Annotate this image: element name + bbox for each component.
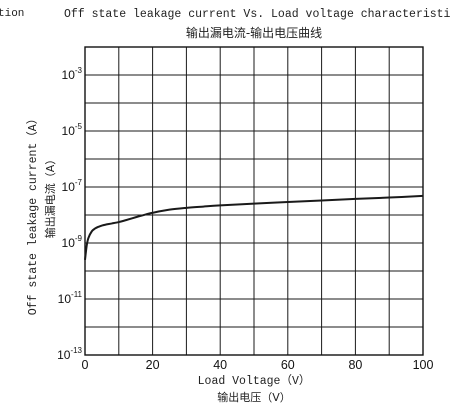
y-axis-label-text: Off state leakage current（A） — [27, 112, 40, 316]
y-tick-exponent: -9 — [75, 234, 83, 243]
x-tick-labels: 0 20 40 60 80 100 — [82, 358, 434, 372]
y-tick-base: 10 — [62, 236, 76, 250]
y-tick-exponent: -7 — [75, 178, 83, 187]
x-tick-label: 40 — [213, 358, 227, 372]
cropped-left-text: tion — [0, 8, 25, 20]
y-tick-base: 10 — [62, 180, 76, 194]
chart-subtitle: 输出漏电流-输出电压曲线 — [185, 26, 323, 40]
plot-border — [84, 46, 424, 356]
y-tick-base: 10 — [62, 124, 76, 138]
series-line — [84, 194, 424, 260]
y-tick-exponent: -11 — [71, 290, 83, 299]
y-tick-base: 10 — [58, 292, 72, 306]
y-tick-label: 10-13 — [57, 346, 82, 362]
x-tick-label: 100 — [413, 358, 434, 372]
y-tick-label: 10-7 — [62, 178, 83, 194]
x-tick-label: 60 — [281, 358, 295, 372]
x-tick-label: 20 — [146, 358, 160, 372]
y-tick-base: 10 — [62, 68, 76, 82]
grid-lines — [84, 46, 424, 356]
y-tick-exponent: -3 — [75, 66, 83, 75]
y-tick-base: 10 — [57, 348, 71, 362]
plot-frame — [84, 46, 424, 356]
y-tick-label: 10-5 — [62, 122, 83, 138]
y-tick-exponent: -5 — [75, 122, 83, 131]
y-tick-label: 10-3 — [62, 66, 83, 82]
x-axis-label-secondary: 输出电压（V） — [217, 391, 291, 404]
chart-title: Off state leakage current Vs. Load volta… — [64, 8, 451, 21]
x-axis-label: Load Voltage（V） — [197, 375, 311, 388]
y-tick-label: 10-9 — [62, 234, 83, 250]
x-tick-label: 0 — [82, 358, 89, 372]
y-tick-label: 10-11 — [58, 290, 83, 306]
series-group — [84, 194, 424, 260]
x-tick-label: 80 — [348, 358, 362, 372]
y-axis-label-secondary-text: 输出漏电流（A） — [44, 153, 57, 239]
y-tick-exponent: -13 — [70, 346, 82, 355]
